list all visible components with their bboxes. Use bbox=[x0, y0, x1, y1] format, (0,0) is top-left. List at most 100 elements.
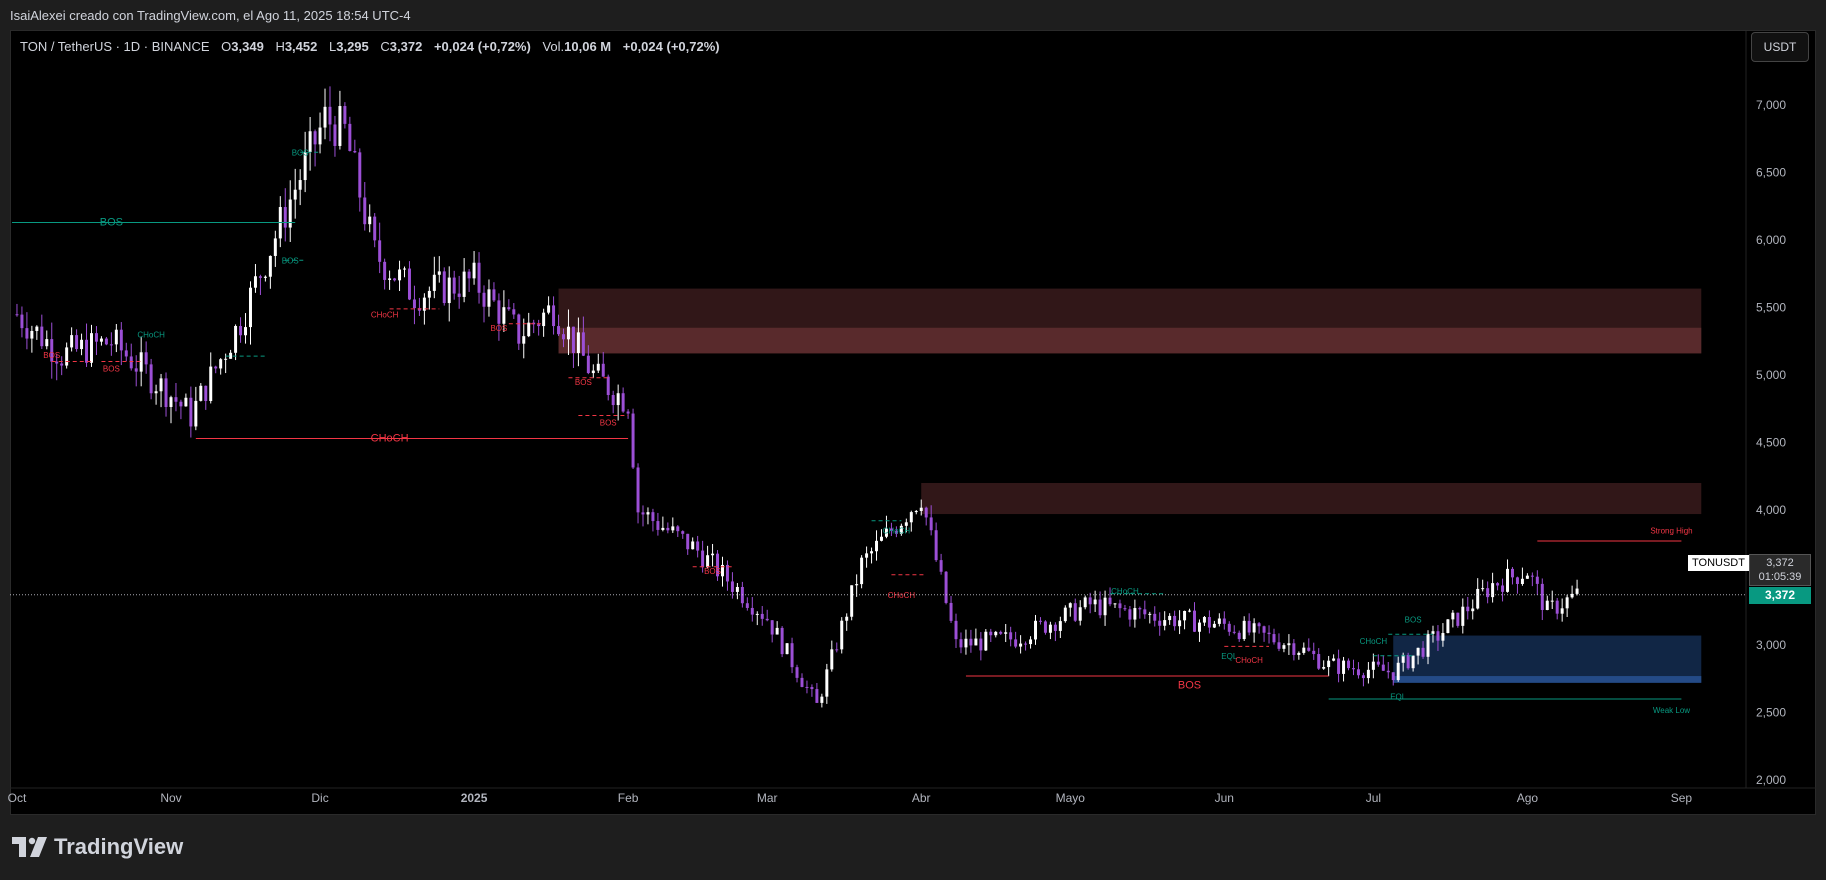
candle-body[interactable] bbox=[288, 199, 292, 228]
candle-body[interactable] bbox=[1342, 660, 1346, 674]
candle-body[interactable] bbox=[422, 297, 426, 311]
candle-body[interactable] bbox=[1501, 585, 1505, 592]
candle-body[interactable] bbox=[979, 638, 983, 651]
candle-body[interactable] bbox=[1202, 617, 1206, 623]
candle-body[interactable] bbox=[1287, 643, 1291, 646]
candle-body[interactable] bbox=[353, 151, 357, 153]
candle-body[interactable] bbox=[30, 330, 34, 339]
candle-body[interactable] bbox=[129, 356, 133, 369]
candle-body[interactable] bbox=[1446, 619, 1450, 634]
candle-body[interactable] bbox=[328, 106, 332, 125]
candle-body[interactable] bbox=[636, 467, 640, 513]
candle-body[interactable] bbox=[929, 517, 933, 531]
candle-body[interactable] bbox=[1575, 588, 1579, 594]
candle-body[interactable] bbox=[721, 564, 724, 577]
candle-body[interactable] bbox=[1421, 647, 1425, 657]
candle-body[interactable] bbox=[502, 307, 506, 324]
candle-body[interactable] bbox=[765, 618, 769, 621]
candle-body[interactable] bbox=[442, 271, 446, 304]
candle-body[interactable] bbox=[1436, 631, 1440, 641]
candle-body[interactable] bbox=[870, 551, 874, 554]
candle-body[interactable] bbox=[318, 127, 322, 145]
candle-body[interactable] bbox=[1431, 631, 1435, 634]
candle-body[interactable] bbox=[1272, 634, 1276, 643]
candle-body[interactable] bbox=[1441, 633, 1445, 641]
candle-body[interactable] bbox=[219, 359, 223, 369]
candle-body[interactable] bbox=[363, 197, 367, 225]
candle-body[interactable] bbox=[686, 533, 690, 550]
candle-body[interactable] bbox=[134, 368, 138, 372]
candle-body[interactable] bbox=[224, 358, 228, 360]
candle-body[interactable] bbox=[1540, 583, 1544, 610]
candle-body[interactable] bbox=[437, 271, 441, 275]
candle-body[interactable] bbox=[1053, 624, 1057, 631]
candle-body[interactable] bbox=[899, 525, 903, 534]
candle-body[interactable] bbox=[1550, 600, 1554, 602]
candle-body[interactable] bbox=[1024, 643, 1028, 645]
candle-body[interactable] bbox=[884, 528, 888, 537]
candle-body[interactable] bbox=[934, 530, 938, 561]
candle-body[interactable] bbox=[542, 312, 546, 327]
candle-body[interactable] bbox=[949, 602, 953, 621]
candle-body[interactable] bbox=[139, 352, 143, 372]
candle-body[interactable] bbox=[229, 352, 233, 359]
candle-body[interactable] bbox=[248, 287, 252, 328]
candle-body[interactable] bbox=[378, 240, 382, 262]
candle-body[interactable] bbox=[1386, 670, 1390, 673]
candle-body[interactable] bbox=[745, 603, 749, 608]
candle-body[interactable] bbox=[591, 370, 595, 374]
candle-body[interactable] bbox=[90, 333, 93, 363]
candle-body[interactable] bbox=[527, 322, 531, 337]
candle-body[interactable] bbox=[1212, 623, 1216, 628]
candle-body[interactable] bbox=[1014, 639, 1018, 647]
candle-body[interactable] bbox=[462, 271, 466, 297]
candle-body[interactable] bbox=[1486, 588, 1490, 598]
candle-body[interactable] bbox=[1570, 593, 1574, 598]
candle-body[interactable] bbox=[875, 540, 879, 552]
candle-body[interactable] bbox=[1347, 660, 1351, 669]
candle-body[interactable] bbox=[641, 512, 645, 515]
candle-body[interactable] bbox=[994, 631, 998, 636]
candle-body[interactable] bbox=[879, 536, 883, 541]
candle-body[interactable] bbox=[70, 335, 74, 348]
candle-body[interactable] bbox=[666, 527, 670, 531]
candle-body[interactable] bbox=[1307, 647, 1311, 651]
candle-body[interactable] bbox=[865, 553, 869, 558]
candle-body[interactable] bbox=[1123, 608, 1127, 610]
candle-body[interactable] bbox=[795, 667, 799, 678]
candle-body[interactable] bbox=[1396, 662, 1400, 681]
candle-body[interactable] bbox=[35, 326, 39, 331]
candle-body[interactable] bbox=[1232, 631, 1236, 633]
candle-body[interactable] bbox=[1083, 597, 1087, 608]
candle-body[interactable] bbox=[1143, 609, 1147, 615]
candle-body[interactable] bbox=[835, 649, 839, 651]
candle-body[interactable] bbox=[1337, 658, 1341, 674]
candle-body[interactable] bbox=[114, 329, 118, 345]
candle-body[interactable] bbox=[1068, 603, 1072, 608]
candle-body[interactable] bbox=[209, 366, 213, 402]
candle-body[interactable] bbox=[845, 616, 849, 621]
candle-body[interactable] bbox=[691, 541, 695, 550]
candle-body[interactable] bbox=[94, 333, 98, 342]
candle-body[interactable] bbox=[562, 334, 565, 340]
candle-body[interactable] bbox=[124, 350, 128, 357]
candle-body[interactable] bbox=[119, 329, 123, 351]
candle-body[interactable] bbox=[1128, 609, 1132, 620]
candle-body[interactable] bbox=[244, 327, 248, 336]
candle-body[interactable] bbox=[1545, 600, 1549, 610]
candle-body[interactable] bbox=[850, 585, 854, 617]
candle-body[interactable] bbox=[492, 289, 496, 301]
candle-body[interactable] bbox=[939, 560, 943, 572]
candle-body[interactable] bbox=[1466, 606, 1470, 612]
candle-body[interactable] bbox=[1178, 620, 1182, 627]
candle-body[interactable] bbox=[855, 584, 859, 586]
candle-body[interactable] bbox=[566, 326, 570, 340]
candle-body[interactable] bbox=[1381, 664, 1385, 671]
candle-body[interactable] bbox=[944, 571, 948, 603]
candle-body[interactable] bbox=[1401, 654, 1405, 663]
candle-body[interactable] bbox=[1133, 608, 1137, 620]
candle-body[interactable] bbox=[805, 686, 809, 688]
candle-body[interactable] bbox=[1535, 576, 1539, 584]
candle-body[interactable] bbox=[1520, 578, 1524, 584]
candle-body[interactable] bbox=[581, 332, 585, 356]
